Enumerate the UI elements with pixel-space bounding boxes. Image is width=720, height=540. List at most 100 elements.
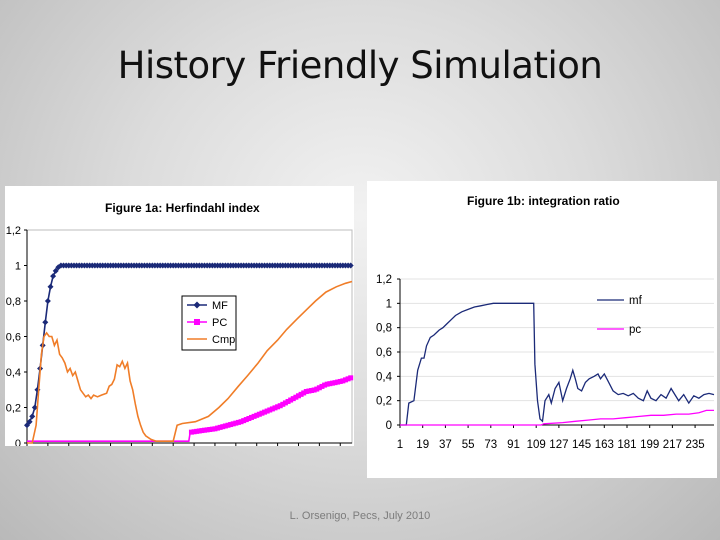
series-point-mf <box>347 262 354 269</box>
series-point-pc <box>267 407 273 413</box>
series-point-pc <box>301 390 307 396</box>
x-tick-label: 145 <box>572 439 591 451</box>
series-point-pc <box>309 388 315 394</box>
series-point-pc <box>288 397 294 403</box>
series-point-pc <box>209 426 215 432</box>
series-point-pc <box>217 424 223 430</box>
series-point-pc <box>285 398 291 404</box>
series-point-pc <box>264 408 270 414</box>
y-tick-label: 0,4 <box>376 371 393 383</box>
figure-1b-chart: Figure 1b: integration ratio 0 0,2 0,4 0,6 0,… <box>376 194 715 451</box>
legend-label-cmp: Cmp <box>212 334 235 346</box>
series-point-pc <box>207 427 213 433</box>
x-tick-label: 73 <box>484 439 497 451</box>
series-point-pc <box>345 376 351 382</box>
series-point-mf <box>42 319 49 326</box>
series-point-pc <box>332 380 338 386</box>
series-point-pc <box>220 424 226 430</box>
series-point-pc <box>293 394 299 400</box>
series-point-pc <box>215 425 221 431</box>
series-line-cmp <box>27 280 353 444</box>
series-point-pc <box>303 389 309 395</box>
series-point-pc <box>204 427 210 433</box>
x-tick-label: 37 <box>439 439 452 451</box>
y-tick-label: 0 <box>386 420 392 432</box>
x-tick-label: 181 <box>617 439 636 451</box>
series-point-pc <box>314 386 320 392</box>
series-point-pc <box>188 429 194 435</box>
x-tick-label: 1 <box>397 439 403 451</box>
figure-1a-chart: Figure 1a: Herfindahl index 0 0,2 0,4 0,6 0,8… <box>6 201 354 460</box>
series-point-pc <box>295 393 301 399</box>
legend-marker-pc <box>194 319 200 325</box>
series-point-pc <box>251 413 257 419</box>
series-point-pc <box>316 385 322 391</box>
series-point-pc <box>335 379 341 385</box>
y-tick-label: 0,6 <box>376 347 392 359</box>
chart-title: Figure 1b: integration ratio <box>467 194 620 208</box>
series-point-pc <box>340 378 346 384</box>
x-tick-label: 55 <box>462 439 475 451</box>
slide-title: History Friendly Simulation <box>117 44 603 87</box>
series-point-pc <box>290 396 296 402</box>
series-point-pc <box>262 409 268 415</box>
series-point-pc <box>202 427 208 433</box>
series-point-pc <box>238 419 244 425</box>
series-point-pc <box>196 428 202 434</box>
series-point-mf <box>24 422 30 429</box>
x-tick-label: 199 <box>640 439 659 451</box>
series-point-pc <box>222 423 228 429</box>
series-point-pc <box>230 421 236 427</box>
y-tick-label: 1,2 <box>376 274 392 286</box>
series-point-pc <box>191 429 197 435</box>
series-point-pc <box>241 418 247 424</box>
x-tick-label: 163 <box>595 439 614 451</box>
y-tick-label: 1,2 <box>6 225 21 237</box>
y-tick-label: 0,6 <box>6 332 21 344</box>
series-point-pc <box>194 428 200 434</box>
chart-title: Figure 1a: Herfindahl index <box>105 201 260 215</box>
series-point-pc <box>228 422 234 428</box>
series-point-pc <box>233 420 239 426</box>
slide-footer: L. Orsenigo, Pecs, July 2010 <box>289 510 431 522</box>
y-tick-label: 0,2 <box>376 396 392 408</box>
x-tick-label: 127 <box>549 439 568 451</box>
series-point-pc <box>275 404 281 410</box>
series-point-pc <box>337 378 343 384</box>
series-point-pc <box>199 428 205 434</box>
series-line-mf <box>400 302 715 426</box>
series-point-pc <box>277 403 283 409</box>
series-point-mf <box>26 418 33 425</box>
y-tick-label: 0,2 <box>6 403 21 415</box>
series-point-mf <box>29 413 36 420</box>
series-point-pc <box>225 422 231 428</box>
figure-1a-panel: Figure 1a: Herfindahl index 0 0,2 0,4 0,6 0,8… <box>5 186 354 460</box>
legend-marker-mf <box>193 301 201 309</box>
series-point-mf <box>31 404 38 411</box>
series-point-pc <box>282 400 288 406</box>
y-tick-label: 1 <box>15 261 21 273</box>
series-point-pc <box>259 410 265 416</box>
series-point-pc <box>342 377 348 383</box>
y-tick-label: 0,8 <box>6 296 21 308</box>
legend-label-mf: mf <box>629 295 643 307</box>
series-point-pc <box>329 380 335 386</box>
figure-1b-panel: Figure 1b: integration ratio 0 0,2 0,4 0,6 0,… <box>367 181 717 478</box>
series-point-pc <box>327 381 333 387</box>
x-tick-label: 91 <box>507 439 520 451</box>
series-point-mf <box>47 283 54 290</box>
series-point-pc <box>322 382 328 388</box>
x-tick-label: 19 <box>416 439 429 451</box>
series-point-mf <box>55 264 62 271</box>
x-tick-label: 217 <box>663 439 682 451</box>
y-tick-label: 1 <box>386 298 392 310</box>
legend-label-pc: PC <box>212 317 227 329</box>
x-tick-label: 109 <box>527 439 546 451</box>
series-point-pc <box>306 388 312 394</box>
series-point-pc <box>256 411 262 417</box>
series-point-pc <box>311 387 317 393</box>
series-point-pc <box>246 416 252 422</box>
series-point-pc <box>280 401 286 407</box>
series-point-pc <box>348 375 354 381</box>
series-point-pc <box>324 381 330 387</box>
